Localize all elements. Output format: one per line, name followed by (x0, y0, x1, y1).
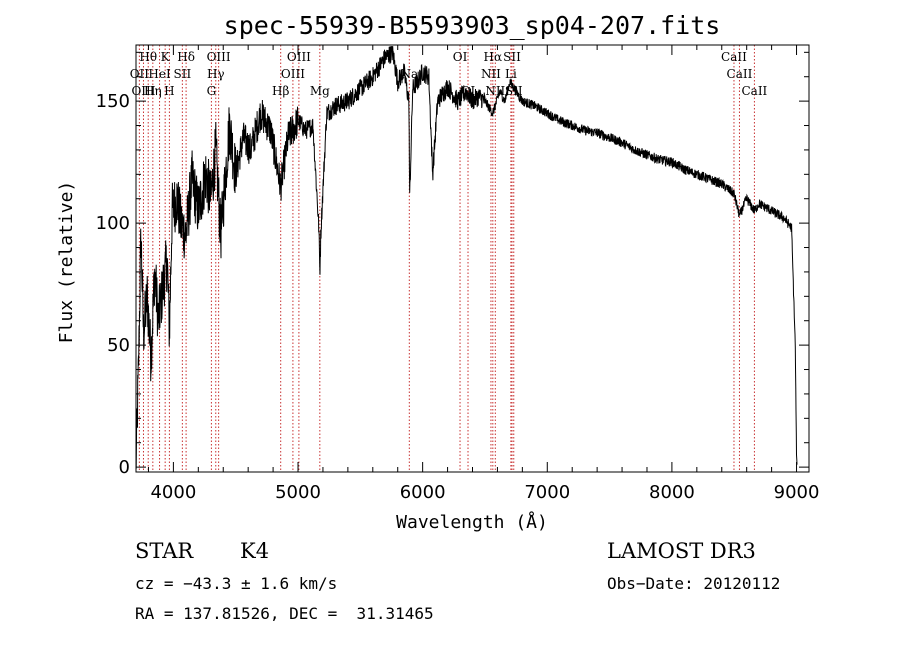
coordinates: RA = 137.81526, DEC = 31.31465 (135, 604, 434, 623)
line-label-h-eta: Hη (144, 84, 162, 98)
x-tick-label: 6000 (400, 482, 446, 503)
line-label-h-alpha: Hα (484, 50, 503, 64)
line-label-nii: NII (481, 67, 501, 81)
x-tick-label: 8000 (649, 482, 695, 503)
line-label-h: H (164, 84, 174, 98)
axis-ticks: 4000 5000 6000 7000 8000 9000 0 50 100 150 (96, 45, 820, 503)
y-tick-label: 150 (96, 91, 130, 112)
line-label-k: K (161, 50, 171, 64)
line-label-na: Na (400, 67, 418, 81)
line-label-hei: HeI (148, 67, 171, 81)
line-label-nii: NII (485, 84, 505, 98)
x-tick-label: 4000 (150, 482, 196, 503)
line-label-oi: OI (461, 84, 476, 98)
line-label-h-theta: Hθ (139, 50, 157, 64)
line-label-oii: OII (130, 67, 150, 81)
line-label-g: G (207, 84, 217, 98)
x-axis-label: Wavelength (Å) (396, 511, 548, 533)
line-label-oiii: OIII (281, 67, 305, 81)
line-label-sii: SII (174, 67, 192, 81)
line-label-caii: CaII (721, 50, 747, 64)
line-label-oiii: OIII (207, 50, 231, 64)
y-axis-label: Flux (relative) (56, 181, 77, 344)
line-markers (138, 45, 755, 472)
line-label-sii: SII (505, 84, 523, 98)
x-tick-label: 7000 (524, 482, 570, 503)
line-label-caii: CaII (741, 84, 767, 98)
y-tick-label: 0 (119, 457, 130, 478)
line-label-oi: OI (453, 50, 468, 64)
obs-date: Obs−Date: 20120112 (607, 574, 781, 593)
line-label-mg: Mg (310, 84, 330, 98)
chart-title: spec-55939-B5593903_sp04-207.fits (224, 11, 721, 40)
line-label-li: Li (505, 67, 517, 81)
line-label-sii: SII (503, 50, 521, 64)
redshift-value: cz = −43.3 ± 1.6 km/s (135, 574, 338, 593)
line-label-caii: CaII (727, 67, 753, 81)
plot-frame (135, 44, 810, 473)
object-subclass: K4 (240, 539, 270, 563)
survey-label: LAMOST DR3 (607, 539, 756, 563)
line-label-h-delta: Hδ (177, 50, 195, 64)
object-class: STAR (135, 539, 194, 563)
spectrum-series (135, 46, 798, 469)
line-label-oiii: OIII (131, 84, 155, 98)
x-tick-label: 9000 (774, 482, 820, 503)
line-label-h-beta: Hβ (272, 84, 289, 98)
x-tick-label: 5000 (275, 482, 321, 503)
line-label-oiii: OIII (287, 50, 311, 64)
line-label-h-gamma: Hγ (207, 67, 225, 81)
y-tick-label: 50 (107, 335, 130, 356)
y-tick-label: 100 (96, 213, 130, 234)
